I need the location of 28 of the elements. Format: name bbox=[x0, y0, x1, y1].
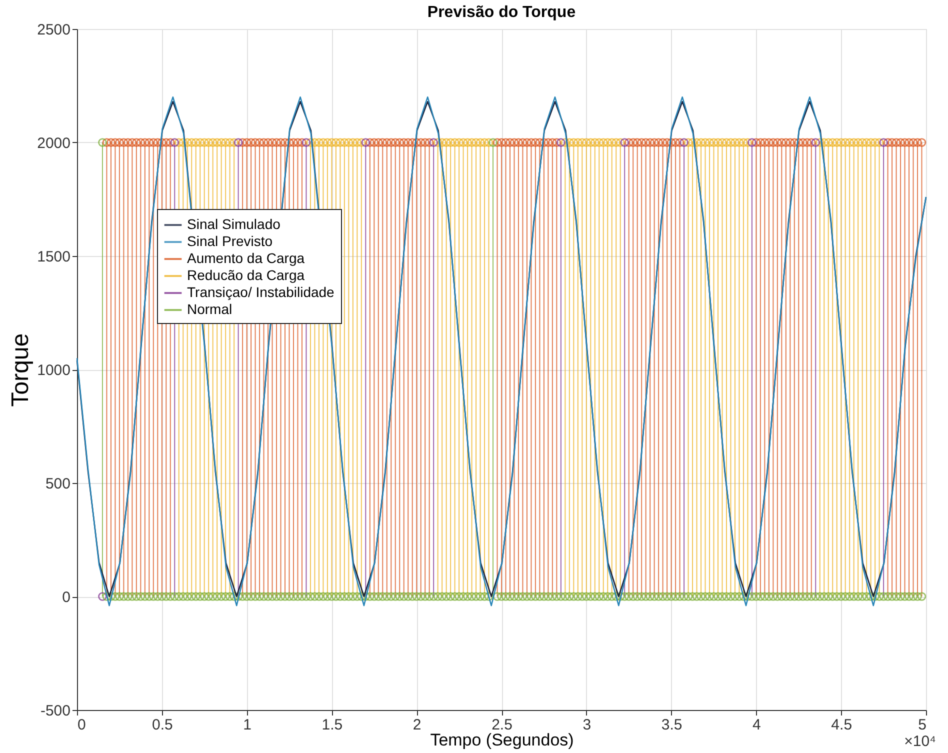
x-tick-label: 1.5 bbox=[322, 716, 343, 734]
legend-label: Transiçao/ Instabilidade bbox=[187, 284, 335, 300]
y-tick-label: 2500 bbox=[37, 22, 70, 38]
legend-label: Aumento da Carga bbox=[187, 250, 305, 266]
x-axis-title: Tempo (Segundos) bbox=[430, 730, 574, 750]
y-tick-label: 1500 bbox=[37, 248, 70, 266]
x-tick-label: 2 bbox=[412, 716, 422, 734]
x-tick-label: 4 bbox=[752, 716, 761, 734]
x-tick-label: 0.5 bbox=[152, 716, 173, 734]
text: ×10⁴ bbox=[904, 733, 936, 750]
legend-label: Reducão da Carga bbox=[187, 267, 305, 283]
x-tick-label: 3 bbox=[582, 716, 592, 734]
legend-label: Sinal Simulado bbox=[187, 216, 281, 232]
x-tick-label: 0 bbox=[78, 716, 86, 734]
x-tick-label: 3.5 bbox=[661, 716, 682, 734]
legend-label: Sinal Previsto bbox=[187, 233, 273, 249]
x-tick-label: 2.5 bbox=[492, 716, 512, 734]
y-tick-label: 0 bbox=[62, 589, 70, 606]
y-tick-label: 2000 bbox=[37, 135, 70, 152]
y-tick-label: -500 bbox=[40, 702, 70, 720]
y-tick-label: 1000 bbox=[37, 362, 70, 379]
x-tick-label: 1 bbox=[243, 716, 252, 734]
legend-label: Normal bbox=[187, 301, 232, 317]
y-tick-label: 500 bbox=[45, 476, 70, 492]
y-axis-title: Torque bbox=[7, 333, 34, 407]
x-tick-label: 4.5 bbox=[831, 716, 852, 734]
x-tick-label: 5 bbox=[918, 716, 926, 734]
chart-title: Previsão do Torque bbox=[427, 4, 576, 21]
